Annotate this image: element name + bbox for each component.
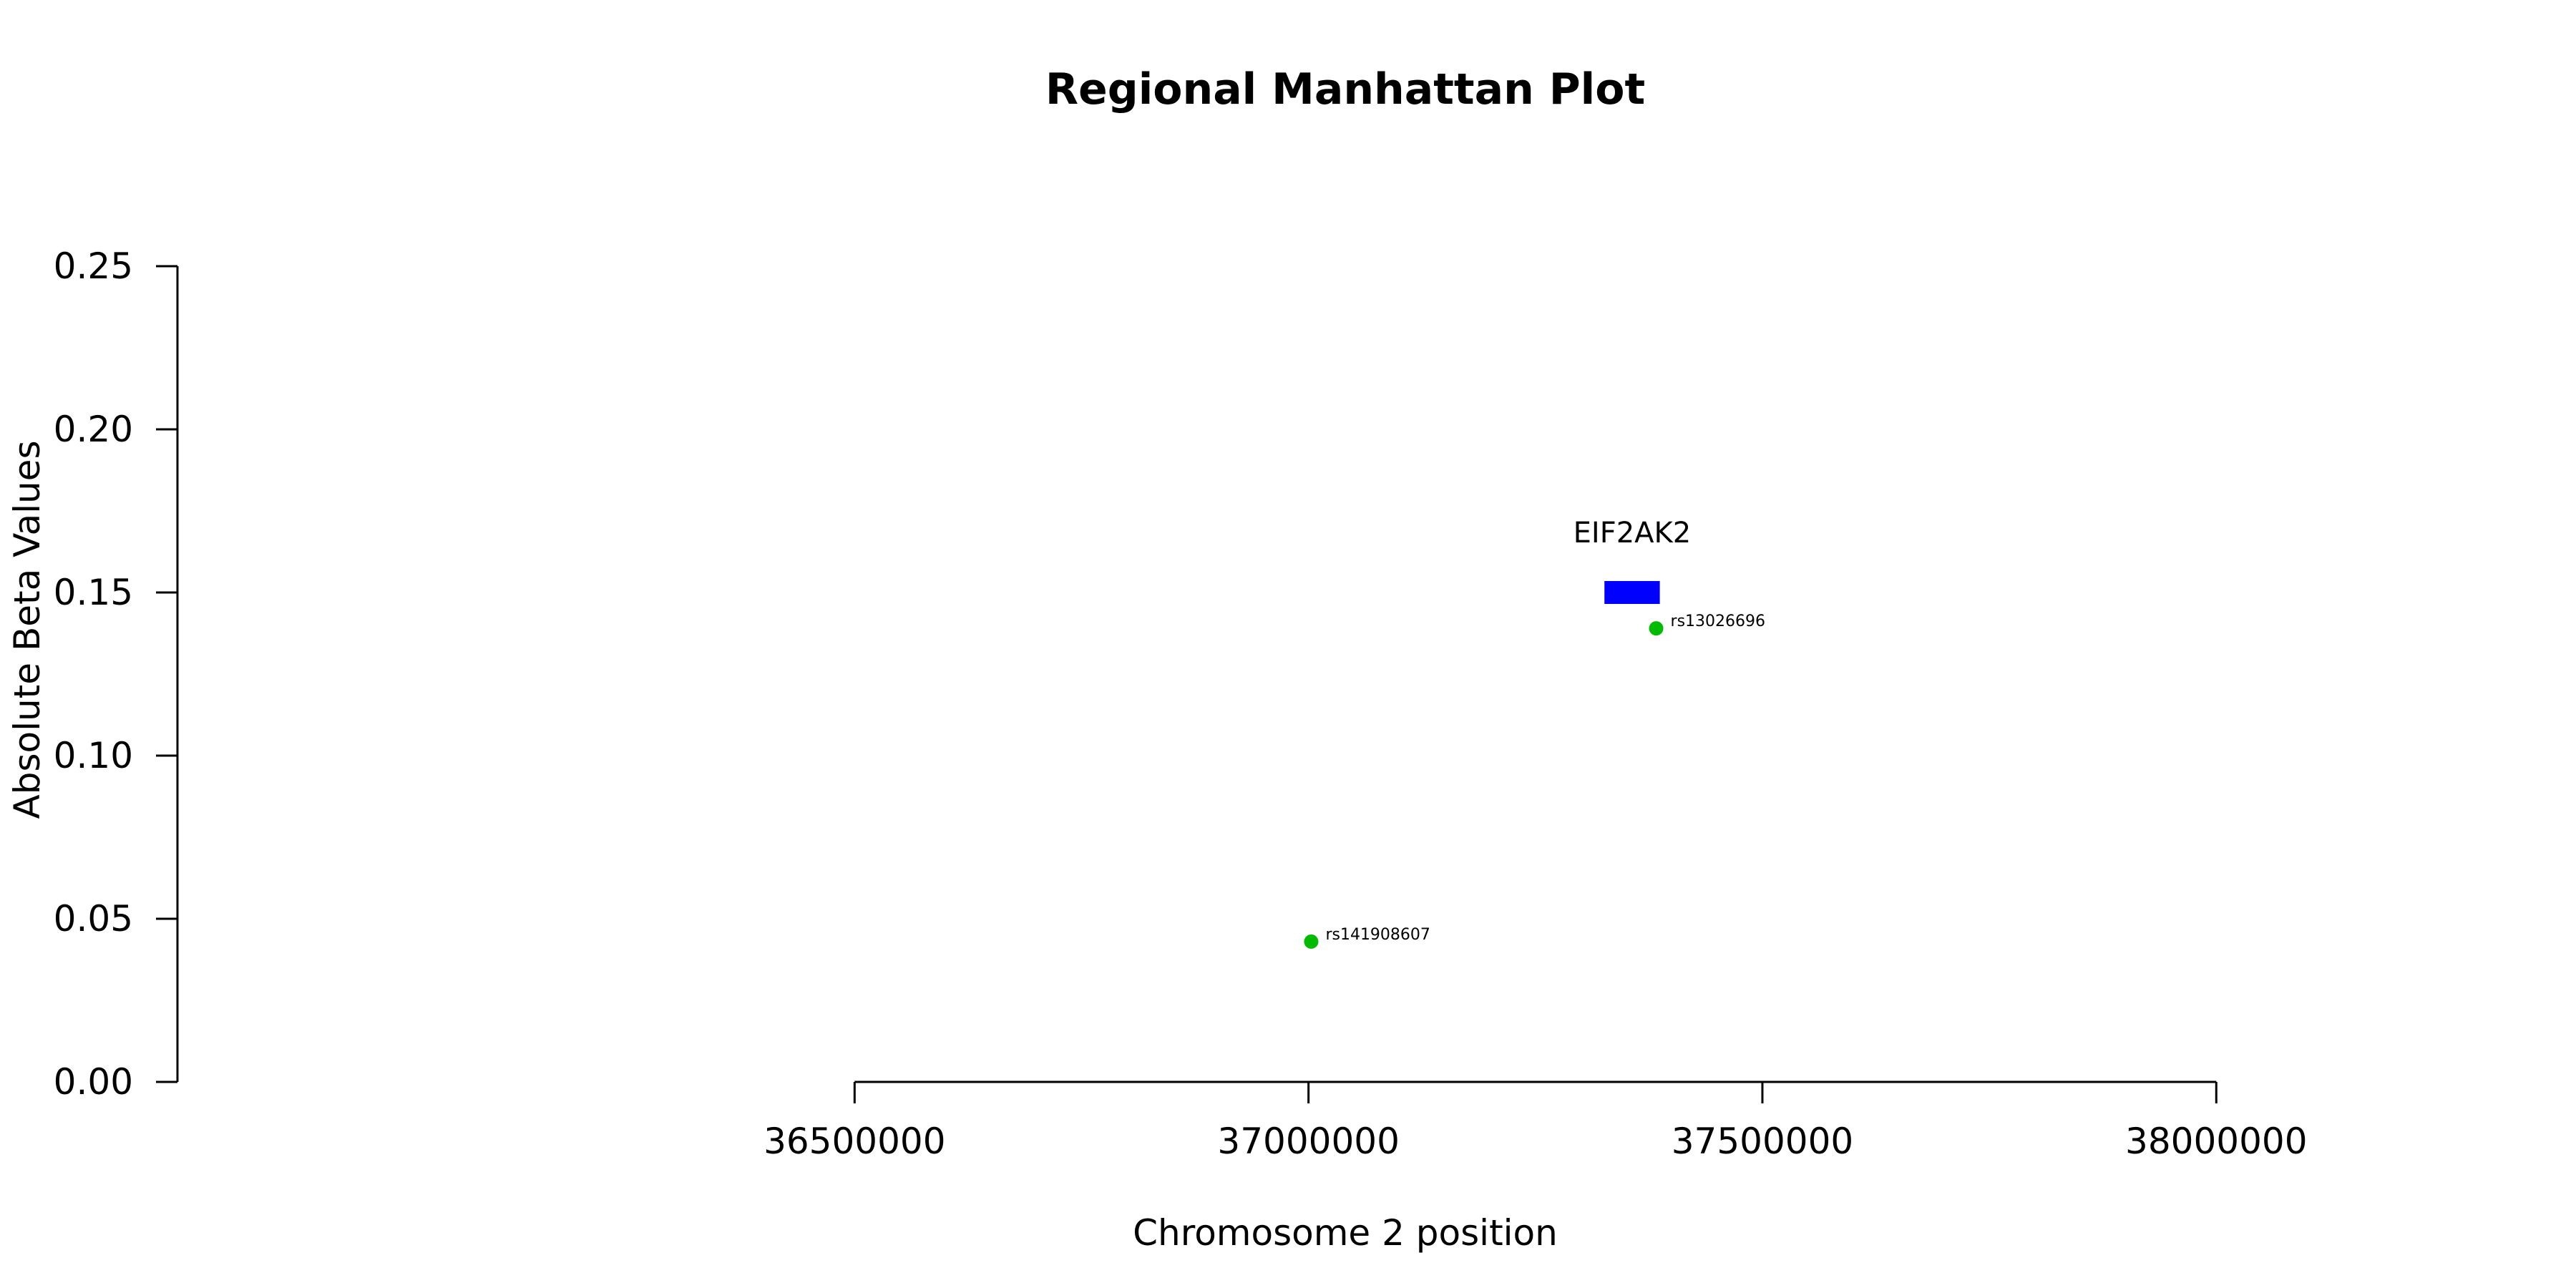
y-tick-label: 0.25	[54, 245, 133, 287]
snp-points: rs141908607 rs13026696	[1304, 613, 1765, 949]
snp-label: rs13026696	[1671, 613, 1765, 630]
x-tick-label: 37500000	[1672, 1121, 1854, 1162]
x-axis: 36500000 37000000 37500000 38000000	[763, 1080, 2308, 1162]
y-tick-label: 0.10	[54, 735, 133, 776]
x-tick-label: 38000000	[2125, 1121, 2308, 1162]
y-axis-label: Absolute Beta Values	[6, 441, 48, 819]
snp-point	[1304, 934, 1319, 949]
y-tick-label: 0.15	[54, 572, 133, 613]
gene-track: EIF2AK2	[1574, 517, 1692, 604]
gene-label: EIF2AK2	[1574, 517, 1692, 550]
x-axis-label: Chromosome 2 position	[1133, 1212, 1558, 1254]
y-axis: 0.00 0.05 0.10 0.15 0.20 0.25	[54, 245, 179, 1103]
y-tick-label: 0.00	[54, 1061, 133, 1103]
snp-point	[1649, 621, 1664, 636]
chart-title: Regional Manhattan Plot	[1045, 64, 1645, 114]
y-tick-label: 0.05	[54, 898, 133, 940]
x-tick-label: 37000000	[1217, 1121, 1400, 1162]
x-tick-label: 36500000	[763, 1121, 946, 1162]
y-tick-label: 0.20	[54, 409, 133, 450]
gene-bar	[1604, 581, 1660, 604]
snp-label: rs141908607	[1325, 926, 1430, 944]
